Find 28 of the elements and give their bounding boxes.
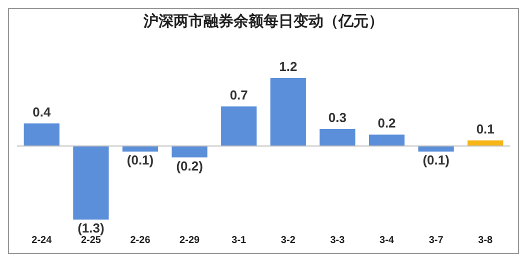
bar: [172, 146, 208, 158]
bar: [270, 78, 306, 146]
x-tick-label: 2-24: [32, 234, 52, 246]
chart-title: 沪深两市融券余额每日变动（亿元）: [142, 12, 384, 30]
data-label: 0.2: [378, 116, 396, 131]
data-label: 0.1: [476, 121, 494, 136]
data-label: (0.2): [176, 158, 203, 174]
x-tick-label: 3-4: [380, 234, 394, 246]
data-label: (1.3): [78, 220, 104, 236]
x-tick-label: 3-8: [478, 234, 494, 246]
data-label: (0.1): [126, 152, 154, 168]
x-tick-label: 3-3: [330, 234, 346, 246]
data-label: 1.2: [279, 59, 298, 74]
data-label: 0.4: [32, 104, 52, 120]
data-label: (0.1): [422, 152, 450, 168]
data-label: 0.7: [230, 87, 248, 102]
x-tick-label: 3-2: [280, 234, 296, 246]
x-tick-label: 2-26: [130, 234, 151, 246]
data-label: 0.3: [328, 110, 346, 126]
bar: [320, 129, 356, 146]
x-tick-label: 2-25: [80, 234, 102, 246]
bar: [73, 146, 109, 220]
x-tick-label: 2-29: [180, 234, 200, 246]
bar: [24, 123, 60, 146]
bar: [221, 106, 257, 146]
x-tick-label: 3-7: [428, 234, 444, 246]
bar: [368, 134, 405, 146]
x-tick-label: 3-1: [232, 234, 247, 246]
